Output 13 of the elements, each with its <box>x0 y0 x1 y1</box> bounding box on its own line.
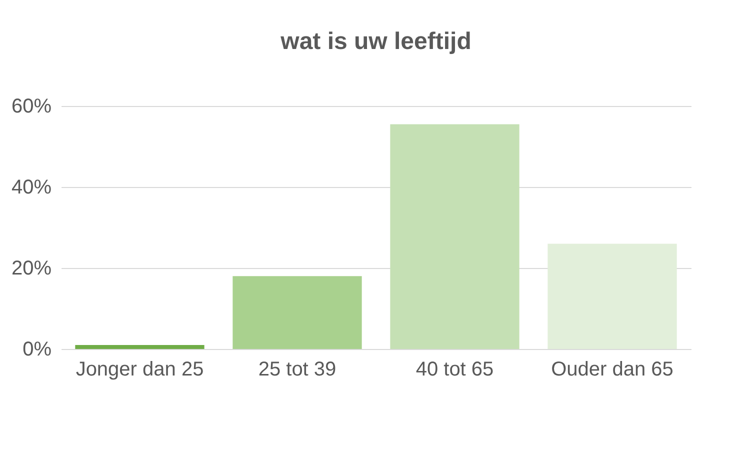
x-tick-label: Ouder dan 65 <box>551 358 674 380</box>
bar <box>390 124 520 349</box>
y-tick-label: 20% <box>11 258 52 280</box>
chart-title: wat is uw leeftijd <box>280 28 472 55</box>
y-tick-label: 0% <box>22 338 52 360</box>
y-tick-label: 40% <box>11 176 52 198</box>
x-tick-label: 25 tot 39 <box>258 358 336 380</box>
bar <box>548 244 677 349</box>
bar <box>75 344 204 349</box>
bar <box>232 276 362 349</box>
y-tick-label: 60% <box>11 96 52 118</box>
x-tick-label: Jonger dan 25 <box>76 358 204 380</box>
x-tick-label: 40 tot 65 <box>416 358 494 380</box>
